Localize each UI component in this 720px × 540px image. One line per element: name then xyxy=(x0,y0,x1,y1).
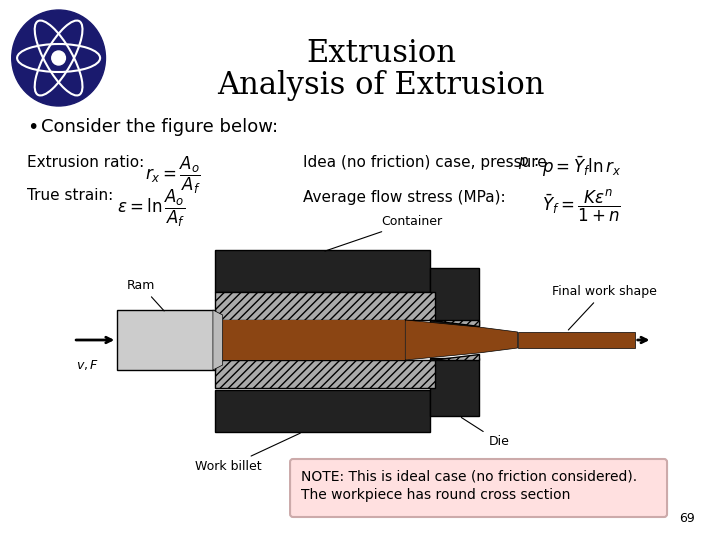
Text: •: • xyxy=(27,118,39,137)
Circle shape xyxy=(12,10,105,106)
Text: 69: 69 xyxy=(680,512,696,525)
Text: $r_x = \dfrac{A_o}{A_f}$: $r_x = \dfrac{A_o}{A_f}$ xyxy=(145,155,200,196)
Text: $\bar{Y}_f = \dfrac{K\varepsilon^n}{1+n}$: $\bar{Y}_f = \dfrac{K\varepsilon^n}{1+n}… xyxy=(542,188,621,224)
Bar xyxy=(430,358,479,416)
Polygon shape xyxy=(213,310,222,370)
Text: $\varepsilon = \ln\dfrac{A_o}{A_f}$: $\varepsilon = \ln\dfrac{A_o}{A_f}$ xyxy=(117,188,186,229)
Text: $p\,:$: $p\,:$ xyxy=(518,155,538,171)
Text: NOTE: This is ideal case (no friction considered).: NOTE: This is ideal case (no friction co… xyxy=(301,470,637,484)
Bar xyxy=(117,310,215,370)
FancyBboxPatch shape xyxy=(290,459,667,517)
Text: True strain:: True strain: xyxy=(27,188,114,203)
Circle shape xyxy=(52,51,66,65)
Bar xyxy=(215,250,430,292)
Text: Die: Die xyxy=(462,417,509,448)
Text: The workpiece has round cross section: The workpiece has round cross section xyxy=(301,488,570,502)
Text: Ram: Ram xyxy=(127,279,164,311)
Bar xyxy=(518,332,635,348)
Text: Work billet: Work billet xyxy=(195,433,300,473)
Text: Idea (no friction) case, pressure: Idea (no friction) case, pressure xyxy=(302,155,552,170)
Bar xyxy=(220,320,405,360)
Text: Final work shape: Final work shape xyxy=(552,285,657,330)
Bar xyxy=(430,268,479,326)
Text: Extrusion: Extrusion xyxy=(306,38,456,69)
Text: Analysis of Extrusion: Analysis of Extrusion xyxy=(217,70,544,101)
Bar xyxy=(215,390,430,432)
Bar xyxy=(215,292,435,320)
Text: Consider the figure below:: Consider the figure below: xyxy=(41,118,278,136)
Text: $v, F$: $v, F$ xyxy=(76,358,99,372)
Text: Container: Container xyxy=(325,215,442,251)
Text: Average flow stress (MPa):: Average flow stress (MPa): xyxy=(302,190,505,205)
Bar xyxy=(215,360,435,388)
Polygon shape xyxy=(405,320,518,360)
Text: Extrusion ratio:: Extrusion ratio: xyxy=(27,155,145,170)
Polygon shape xyxy=(430,354,479,360)
Polygon shape xyxy=(430,320,479,326)
Text: $p = \bar{Y}_f \ln r_x$: $p = \bar{Y}_f \ln r_x$ xyxy=(542,155,621,179)
